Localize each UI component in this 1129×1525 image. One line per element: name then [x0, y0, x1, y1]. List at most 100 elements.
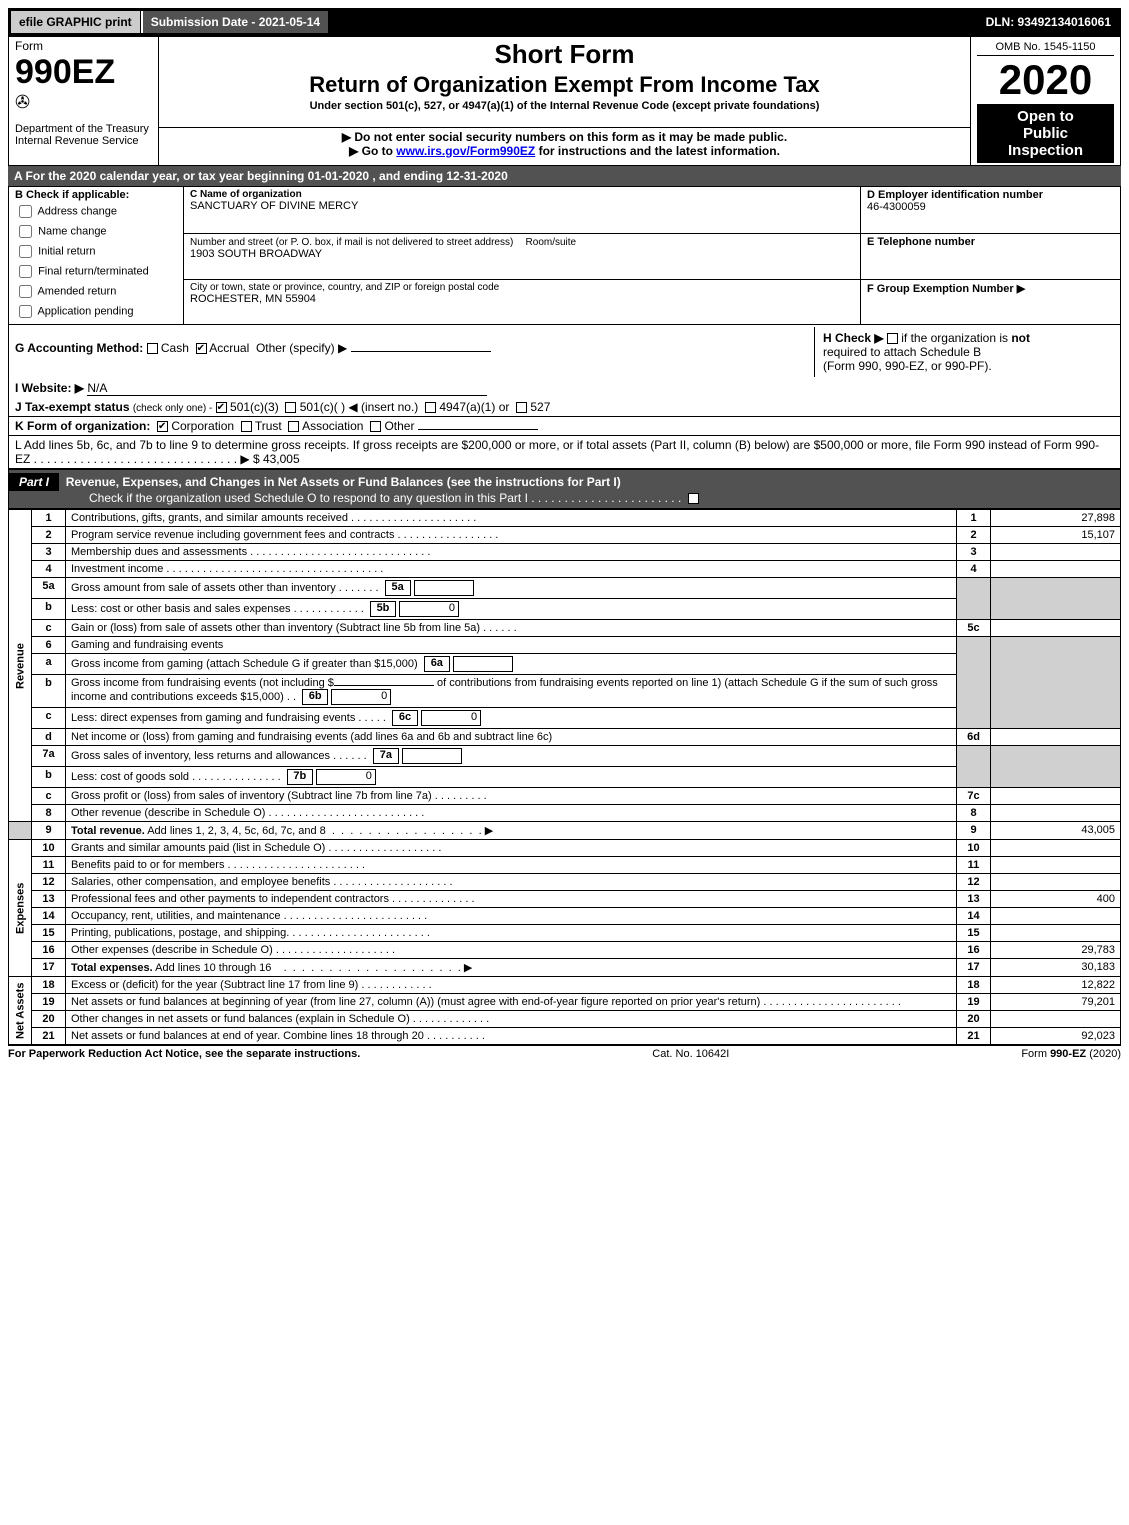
- line-9-amount: 43,005: [991, 822, 1121, 840]
- document-top-bar: efile GRAPHIC print Submission Date - 20…: [8, 8, 1121, 36]
- check-527[interactable]: [516, 402, 527, 413]
- line-2-amount: 15,107: [991, 527, 1121, 544]
- check-501c3[interactable]: [216, 402, 227, 413]
- form-word: Form: [15, 39, 152, 53]
- line-13-desc: Professional fees and other payments to …: [66, 891, 957, 908]
- check-501c[interactable]: [285, 402, 296, 413]
- line-16-desc: Other expenses (describe in Schedule O) …: [66, 942, 957, 959]
- line-17-desc: Total expenses. Add lines 10 through 16 …: [66, 959, 957, 977]
- form-number: 990EZ: [15, 53, 152, 92]
- check-cash[interactable]: [147, 343, 158, 354]
- catalog-number: Cat. No. 10642I: [652, 1048, 729, 1060]
- line-9-desc: Total revenue. Total revenue. Add lines …: [66, 822, 957, 840]
- check-other-org[interactable]: [370, 421, 381, 432]
- check-schedule-b[interactable]: [887, 333, 898, 344]
- city-label: City or town, state or province, country…: [190, 282, 854, 293]
- line-7b-box: 0: [316, 769, 376, 785]
- line-6b-box: 0: [331, 689, 391, 705]
- line-6d-desc: Net income or (loss) from gaming and fun…: [66, 729, 957, 746]
- line-8-desc: Other revenue (describe in Schedule O) .…: [66, 805, 957, 822]
- box-c-label: C Name of organization: [190, 189, 854, 200]
- paperwork-notice: For Paperwork Reduction Act Notice, see …: [8, 1048, 360, 1060]
- check-corporation[interactable]: [157, 421, 168, 432]
- line-18-amount: 12,822: [991, 977, 1121, 994]
- check-name-change[interactable]: Name change: [15, 222, 177, 241]
- line-6a-desc: Gross income from gaming (attach Schedul…: [66, 654, 957, 675]
- check-initial-return[interactable]: Initial return: [15, 242, 177, 261]
- check-trust[interactable]: [241, 421, 252, 432]
- dept-treasury: Department of the Treasury: [15, 123, 152, 135]
- part-1-header: Part I Revenue, Expenses, and Changes in…: [8, 469, 1121, 509]
- line-18-desc: Excess or (deficit) for the year (Subtra…: [66, 977, 957, 994]
- box-b-heading: B Check if applicable:: [15, 189, 129, 201]
- goto-instructions: ▶ Go to www.irs.gov/Form990EZ for instru…: [165, 144, 964, 158]
- line-20-amount: [991, 1011, 1121, 1028]
- line-5c-amount: [991, 620, 1121, 637]
- line-3-amount: [991, 544, 1121, 561]
- line-1-desc: Contributions, gifts, grants, and simila…: [66, 510, 957, 527]
- line-5c-desc: Gain or (loss) from sale of assets other…: [66, 620, 957, 637]
- line-15-desc: Printing, publications, postage, and shi…: [66, 925, 957, 942]
- line-16-amount: 29,783: [991, 942, 1121, 959]
- line-4-desc: Investment income . . . . . . . . . . . …: [66, 561, 957, 578]
- tax-period-bar: A For the 2020 calendar year, or tax yea…: [8, 166, 1121, 186]
- row-g: G Accounting Method: Cash Accrual Other …: [15, 327, 814, 377]
- line-20-desc: Other changes in net assets or fund bala…: [66, 1011, 957, 1028]
- row-j: J Tax-exempt status (check only one) - 5…: [8, 398, 1121, 417]
- submission-date: Submission Date - 2021-05-14: [141, 11, 328, 33]
- street-address: 1903 SOUTH BROADWAY: [190, 248, 854, 260]
- line-19-amount: 79,201: [991, 994, 1121, 1011]
- efile-print-button[interactable]: efile GRAPHIC print: [10, 10, 141, 34]
- ein-value: 46-4300059: [867, 201, 1114, 213]
- line-14-amount: [991, 908, 1121, 925]
- return-title: Return of Organization Exempt From Incom…: [165, 72, 964, 98]
- entity-info-table: B Check if applicable: Address change Na…: [8, 186, 1121, 325]
- netassets-side-label: Net Assets: [9, 977, 32, 1045]
- line-5a-desc: Gross amount from sale of assets other t…: [66, 578, 957, 599]
- line-21-amount: 92,023: [991, 1028, 1121, 1045]
- omb-number: OMB No. 1545-1150: [977, 39, 1114, 56]
- line-7a-box: [402, 748, 462, 764]
- line-6b-desc: Gross income from fundraising events (no…: [66, 675, 957, 708]
- line-6c-desc: Less: direct expenses from gaming and fu…: [66, 708, 957, 729]
- city-state-zip: ROCHESTER, MN 55904: [190, 293, 854, 305]
- line-7c-desc: Gross profit or (loss) from sales of inv…: [66, 788, 957, 805]
- line-11-desc: Benefits paid to or for members . . . . …: [66, 857, 957, 874]
- check-amended-return[interactable]: Amended return: [15, 282, 177, 301]
- room-label: Room/suite: [526, 237, 577, 248]
- line-5b-desc: Less: cost or other basis and sales expe…: [66, 599, 957, 620]
- line-7c-amount: [991, 788, 1121, 805]
- line-17-amount: 30,183: [991, 959, 1121, 977]
- line-21-desc: Net assets or fund balances at end of ye…: [66, 1028, 957, 1045]
- line-7a-desc: Gross sales of inventory, less returns a…: [66, 746, 957, 767]
- check-accrual[interactable]: [196, 343, 207, 354]
- short-form-title: Short Form: [165, 39, 964, 70]
- line-6a-box: [453, 656, 513, 672]
- expenses-side-label: Expenses: [9, 840, 32, 977]
- form-footer-right: Form 990-EZ (2020): [1021, 1048, 1121, 1060]
- dln-number: DLN: 93492134016061: [978, 11, 1119, 33]
- check-4947[interactable]: [425, 402, 436, 413]
- line-12-desc: Salaries, other compensation, and employ…: [66, 874, 957, 891]
- line-6-desc: Gaming and fundraising events: [66, 637, 957, 654]
- line-6c-box: 0: [421, 710, 481, 726]
- check-schedule-o-part1[interactable]: [688, 493, 699, 504]
- check-address-change[interactable]: Address change: [15, 202, 177, 221]
- check-association[interactable]: [288, 421, 299, 432]
- street-label: Number and street (or P. O. box, if mail…: [190, 237, 513, 248]
- line-19-desc: Net assets or fund balances at beginning…: [66, 994, 957, 1011]
- check-application-pending[interactable]: Application pending: [15, 302, 177, 321]
- row-h: H Check ▶ if the organization is not req…: [814, 327, 1114, 377]
- line-1-amount: 27,898: [991, 510, 1121, 527]
- line-7b-desc: Less: cost of goods sold . . . . . . . .…: [66, 767, 957, 788]
- part1-table: Revenue 1 Contributions, gifts, grants, …: [8, 509, 1121, 1045]
- irs-link[interactable]: www.irs.gov/Form990EZ: [396, 144, 535, 158]
- org-name: SANCTUARY OF DIVINE MERCY: [190, 200, 854, 212]
- gross-receipts-value: 43,005: [263, 452, 300, 466]
- open-to-public: Open to Public Inspection: [977, 104, 1114, 163]
- line-4-amount: [991, 561, 1121, 578]
- irs-label: Internal Revenue Service: [15, 135, 152, 147]
- check-final-return[interactable]: Final return/terminated: [15, 262, 177, 281]
- line-10-amount: [991, 840, 1121, 857]
- line-13-amount: 400: [991, 891, 1121, 908]
